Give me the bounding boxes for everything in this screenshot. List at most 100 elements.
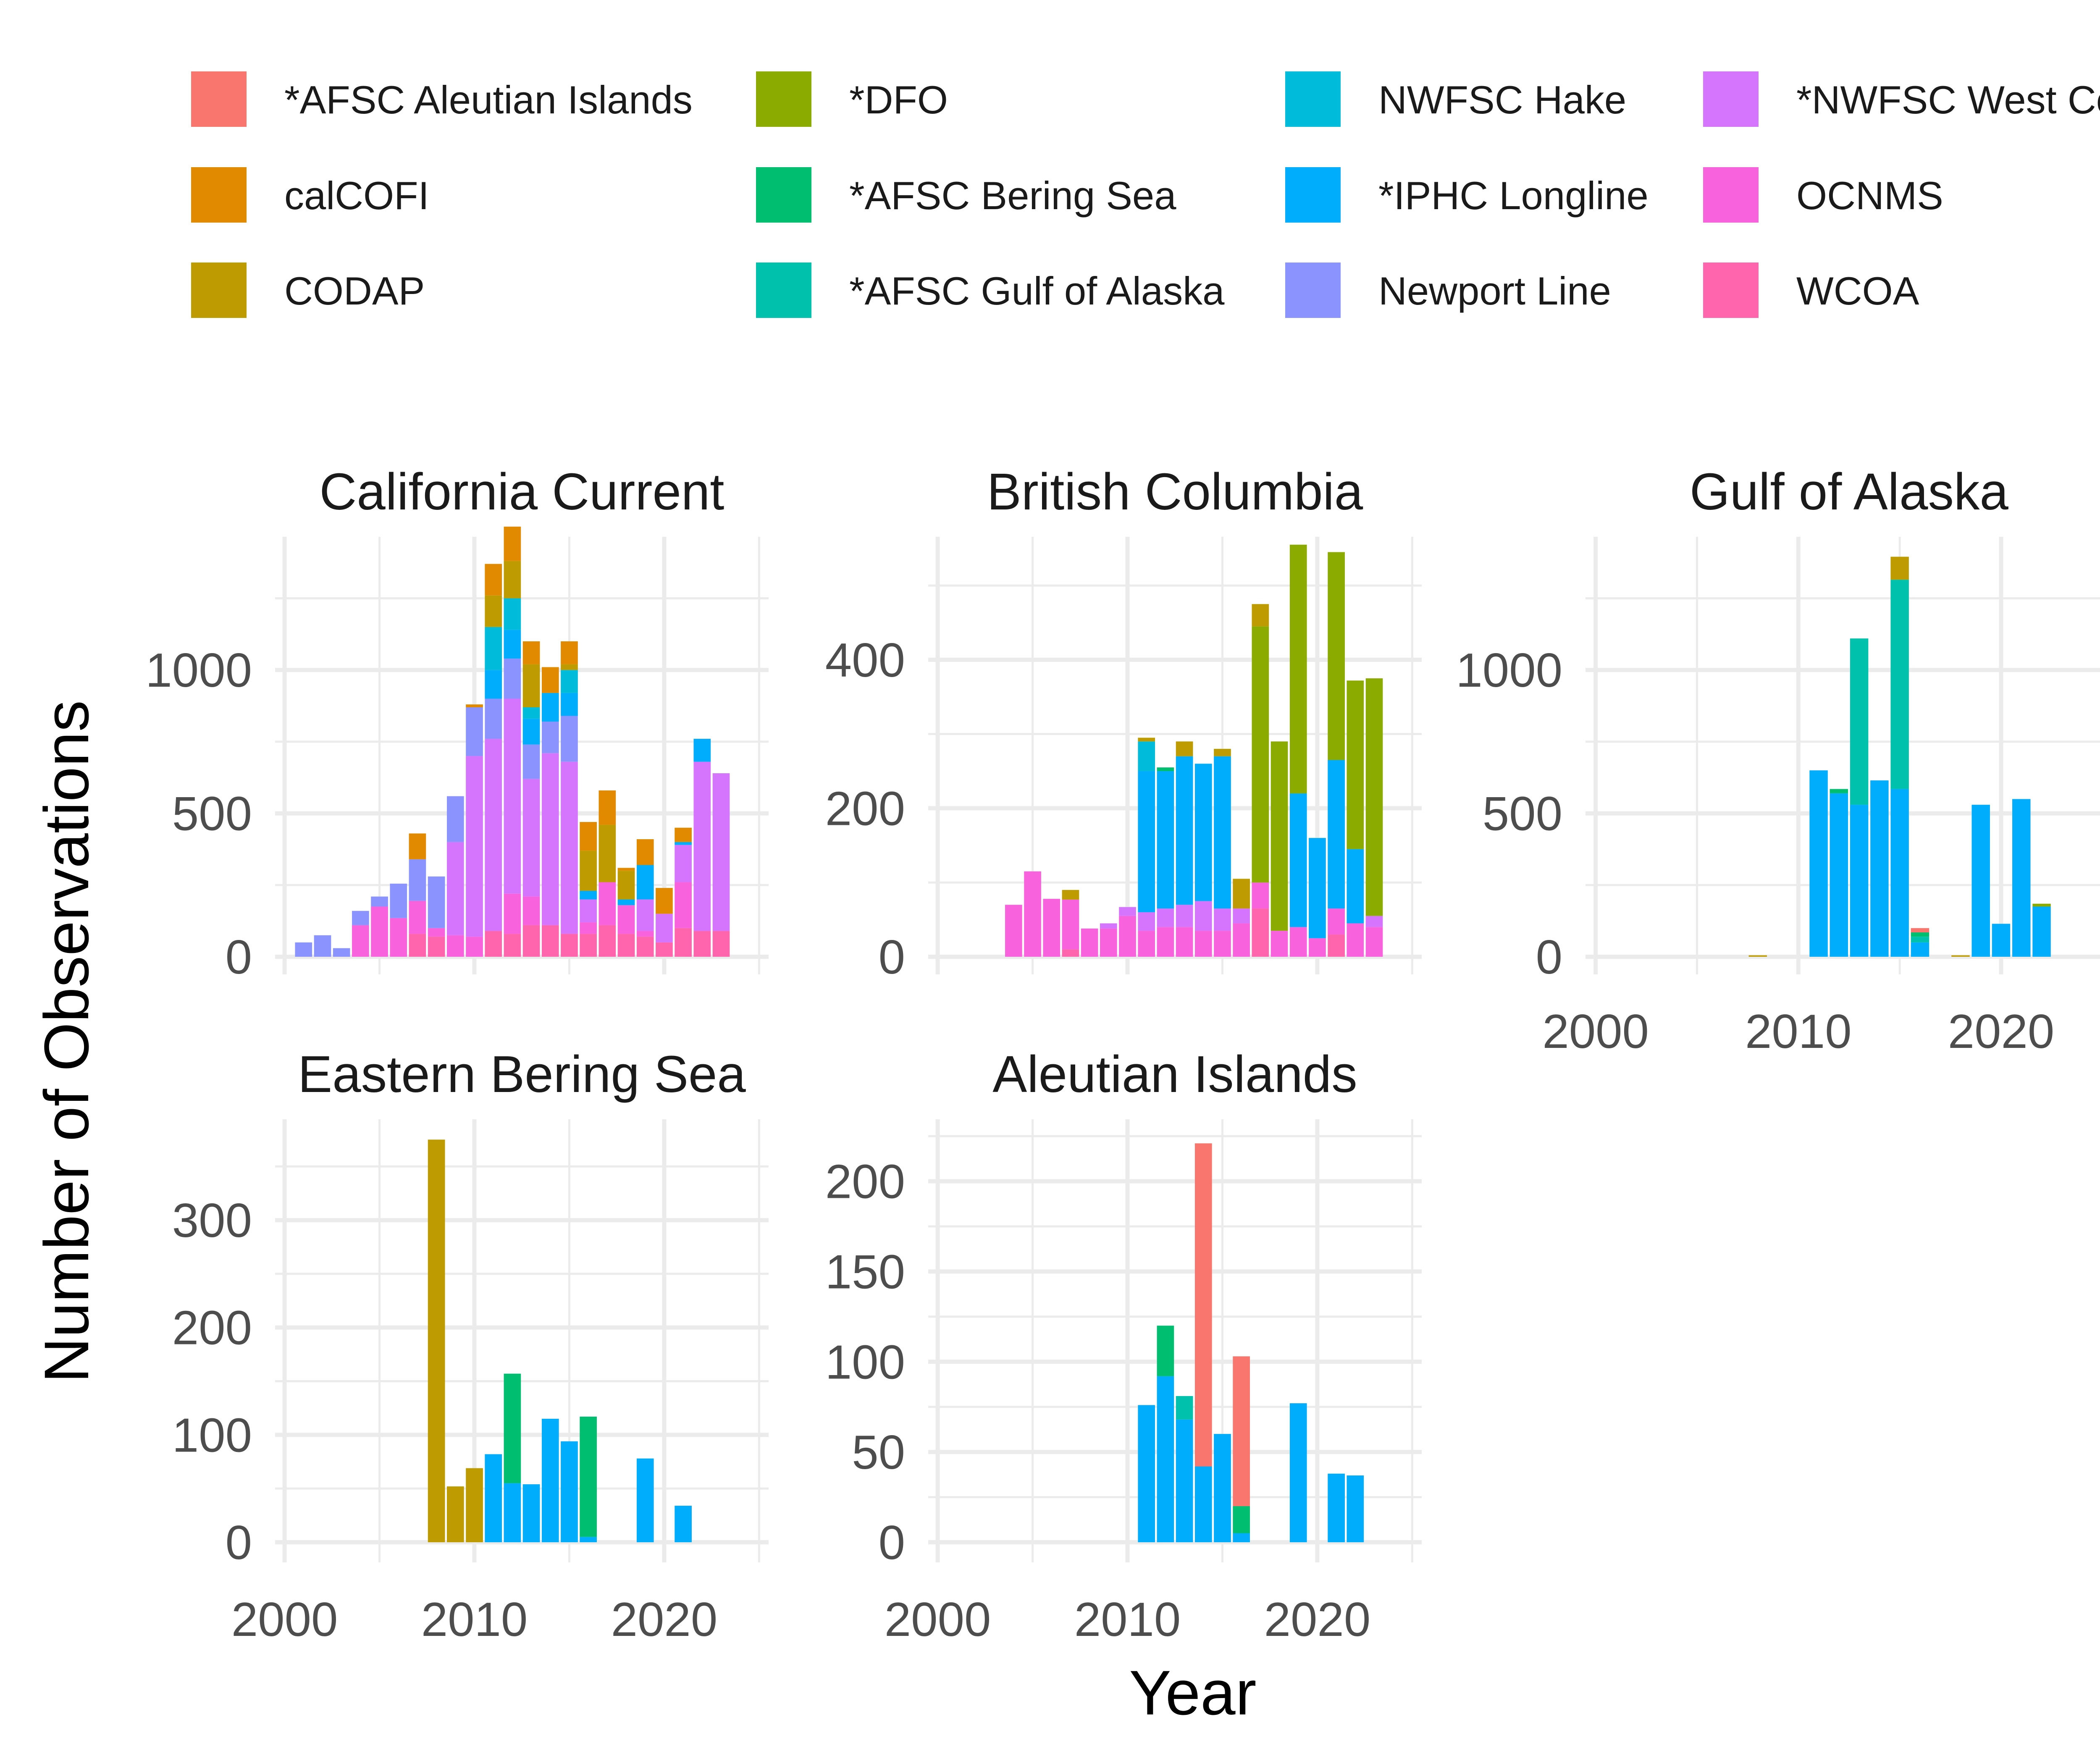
bar-segment	[1157, 1376, 1174, 1542]
bar-segment	[485, 698, 502, 739]
bar-segment	[409, 859, 426, 901]
bar-segment	[656, 888, 673, 914]
bar-2008	[1081, 928, 1098, 957]
bar-2022	[2032, 903, 2051, 957]
facet-panel: Gulf of Alaska 0 500 1000 2000 2010 2020	[1456, 463, 2100, 1058]
bar-segment	[1233, 923, 1250, 957]
bar-2015	[561, 1441, 578, 1542]
y-tick-label: 200	[825, 1155, 905, 1209]
bar-segment	[314, 935, 331, 957]
bar-segment	[617, 868, 635, 871]
facet-title: Gulf of Alaska	[1690, 463, 2008, 521]
legend-key	[756, 262, 811, 318]
bar-segment	[561, 664, 578, 670]
legend-item: OCNMS	[1703, 167, 1943, 223]
bar-segment	[522, 707, 540, 719]
bar-2015	[1214, 1434, 1231, 1542]
legend-key	[191, 262, 247, 318]
bar-2007	[409, 833, 426, 957]
bar-segment	[1119, 916, 1136, 957]
bar-2023	[712, 773, 730, 957]
bar-segment	[1830, 793, 1848, 957]
bar-segment	[1270, 931, 1288, 957]
bar-stack-group	[1748, 556, 2051, 957]
bar-2008	[1748, 955, 1767, 957]
bar-2021	[2012, 799, 2031, 957]
bar-segment	[1347, 680, 1364, 849]
bar-segment	[1850, 638, 1869, 805]
facet-title: California Current	[320, 463, 724, 521]
bar-2014	[1194, 1143, 1212, 1542]
legend-label: *DFO	[849, 78, 948, 122]
bar-segment	[1138, 738, 1155, 742]
bar-segment	[1890, 580, 1909, 789]
bar-segment	[675, 845, 692, 882]
bar-segment	[2032, 906, 2051, 957]
bar-2011	[1809, 770, 1828, 957]
bar-segment	[1081, 928, 1098, 957]
bar-segment	[1194, 901, 1212, 931]
bar-2022	[693, 739, 711, 957]
bar-2013	[522, 641, 540, 957]
bar-2016	[580, 1416, 597, 1542]
legend-label: *AFSC Gulf of Alaska	[849, 269, 1225, 313]
bar-segment	[1289, 927, 1307, 957]
bar-segment	[428, 937, 445, 957]
bar-segment	[598, 925, 616, 957]
legend-key	[1703, 71, 1759, 127]
bar-2017	[598, 790, 616, 957]
bar-segment	[1176, 927, 1193, 957]
bar-segment	[1289, 1403, 1307, 1542]
bar-segment	[1157, 927, 1174, 957]
bar-2018	[617, 868, 635, 957]
legend-item: *IPHC Longline	[1285, 167, 1648, 223]
bar-2009	[1100, 923, 1117, 957]
bar-segment	[580, 899, 597, 923]
legend-key	[1285, 167, 1341, 223]
bar-segment	[1289, 793, 1307, 927]
bar-segment	[522, 925, 540, 957]
bar-segment	[1328, 1473, 1345, 1542]
legend-label: OCNMS	[1796, 173, 1943, 218]
legend-label: WCOA	[1796, 269, 1919, 313]
legend-key	[1703, 167, 1759, 223]
bar-segment	[504, 934, 521, 957]
bar-segment	[485, 931, 502, 957]
bar-segment	[466, 707, 483, 756]
bar-segment	[1850, 805, 1869, 957]
bar-segment	[1043, 899, 1060, 957]
bar-segment	[1328, 908, 1345, 934]
bar-segment	[561, 693, 578, 716]
bar-2002	[314, 935, 331, 957]
bar-segment	[617, 899, 635, 906]
facet-panel: California Current 0 500 1000	[145, 463, 769, 984]
bar-2011	[485, 1454, 502, 1542]
x-tick-label: 2000	[885, 1593, 991, 1646]
bar-segment	[1176, 1396, 1193, 1420]
bar-segment	[1365, 916, 1383, 927]
bar-segment	[485, 595, 502, 627]
bar-2012	[1830, 789, 1848, 957]
bar-segment	[656, 942, 673, 957]
y-tick-label: 100	[825, 1336, 905, 1389]
facet-panel: Eastern Bering Sea 0 100 200 300 2000 2010 2020	[172, 1046, 769, 1646]
bar-segment	[466, 1468, 483, 1542]
legend-item: *AFSC Gulf of Alaska	[756, 262, 1225, 318]
bar-2022	[1347, 1475, 1364, 1542]
bar-segment	[541, 667, 559, 693]
bar-segment	[1062, 899, 1079, 950]
bar-segment	[541, 753, 559, 925]
bar-segment	[580, 1537, 597, 1542]
bar-segment	[1100, 928, 1117, 957]
legend-item: *NWFSC West Coast	[1703, 71, 2100, 127]
bar-segment	[1194, 1466, 1212, 1542]
bar-2003	[333, 948, 350, 957]
bar-2007	[1062, 890, 1079, 957]
bar-segment	[485, 670, 502, 699]
y-tick-label: 0	[1536, 931, 1562, 984]
legend-item: WCOA	[1703, 262, 1919, 318]
bar-segment	[522, 744, 540, 779]
bar-segment	[1252, 908, 1269, 957]
bar-2015	[1890, 556, 1909, 957]
